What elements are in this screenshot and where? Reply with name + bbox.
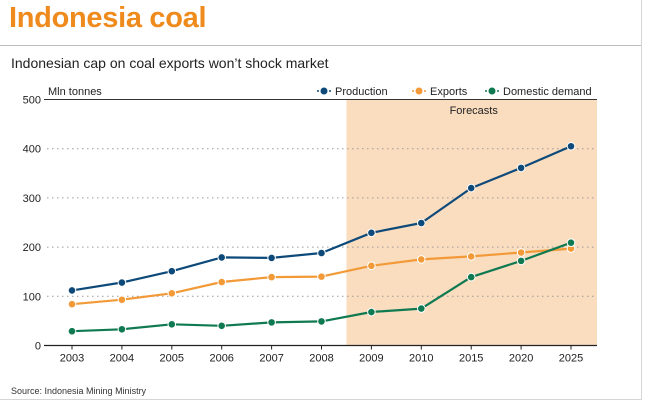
data-point-domestic-demand-2007	[267, 318, 276, 327]
x-tick-label-2005: 2005	[160, 353, 184, 365]
data-point-domestic-demand-2010	[417, 304, 426, 313]
data-point-exports-2020	[516, 248, 526, 257]
page-title: Indonesia coal	[9, 2, 207, 34]
data-point-exports-2008	[317, 272, 326, 281]
legend-swatch-dot-domestic-demand	[488, 87, 496, 95]
data-point-exports-2010	[417, 255, 426, 264]
data-point-domestic-demand-2005	[167, 320, 177, 329]
x-tick-label-2003: 2003	[60, 353, 84, 365]
x-tick-label-2025: 2025	[559, 353, 583, 365]
x-tick-label-2007: 2007	[259, 353, 283, 365]
y-tick-label-300: 300	[23, 193, 41, 205]
x-tick-label-2004: 2004	[110, 353, 134, 365]
x-tick-label-2020: 2020	[509, 353, 533, 365]
y-tick-label-400: 400	[23, 144, 41, 156]
y-tick-label-100: 100	[23, 291, 41, 303]
data-point-exports-2003	[67, 299, 77, 309]
forecast-label: Forecasts	[450, 105, 499, 117]
data-point-exports-2005	[167, 289, 177, 298]
data-point-exports-2004	[117, 295, 127, 305]
forecast-band	[346, 99, 597, 346]
data-point-production-2003	[67, 286, 77, 295]
data-point-production-2009	[367, 228, 376, 238]
source-note: Source: Indonesia Mining Ministry	[11, 386, 147, 396]
data-point-production-2010	[417, 218, 426, 228]
x-tick-label-2009: 2009	[359, 353, 383, 365]
legend-label-exports: Exports	[430, 86, 468, 98]
x-tick-label-2010: 2010	[409, 353, 433, 365]
title-divider	[0, 45, 641, 46]
data-point-production-2004	[117, 278, 127, 287]
y-axis-label: Mln tonnes	[48, 86, 102, 98]
x-tick-label-2015: 2015	[459, 353, 483, 365]
data-point-exports-2007	[267, 272, 276, 282]
data-point-domestic-demand-2015	[466, 272, 476, 282]
y-tick-label-200: 200	[23, 242, 41, 254]
legend-label-domestic-demand: Domestic demand	[503, 86, 592, 98]
data-point-domestic-demand-2025	[566, 238, 576, 247]
legend-swatch-dot-exports	[415, 87, 423, 95]
data-point-exports-2006	[217, 277, 226, 287]
x-tick-label-2006: 2006	[209, 353, 233, 365]
data-point-exports-2015	[466, 252, 476, 261]
data-point-production-2007	[267, 253, 276, 263]
data-point-production-2008	[317, 248, 326, 258]
y-tick-label-0: 0	[35, 341, 41, 353]
data-point-domestic-demand-2006	[217, 321, 226, 331]
data-point-domestic-demand-2003	[67, 326, 77, 336]
data-point-domestic-demand-2004	[117, 324, 127, 334]
legend-swatch-dot-production	[320, 87, 328, 95]
chart-subtitle: Indonesian cap on coal exports won’t sho…	[11, 55, 329, 71]
data-point-domestic-demand-2009	[367, 307, 376, 317]
data-point-production-2020	[516, 163, 526, 173]
data-point-exports-2009	[367, 261, 376, 271]
legend-label-production: Production	[335, 86, 388, 98]
data-point-domestic-demand-2008	[317, 317, 326, 326]
x-tick-label-2008: 2008	[309, 353, 333, 365]
data-point-domestic-demand-2020	[516, 256, 526, 266]
y-tick-label-500: 500	[23, 95, 41, 107]
data-point-production-2025	[566, 141, 576, 151]
data-point-production-2005	[167, 266, 177, 276]
data-point-production-2015	[466, 183, 476, 193]
data-point-production-2006	[217, 253, 226, 262]
